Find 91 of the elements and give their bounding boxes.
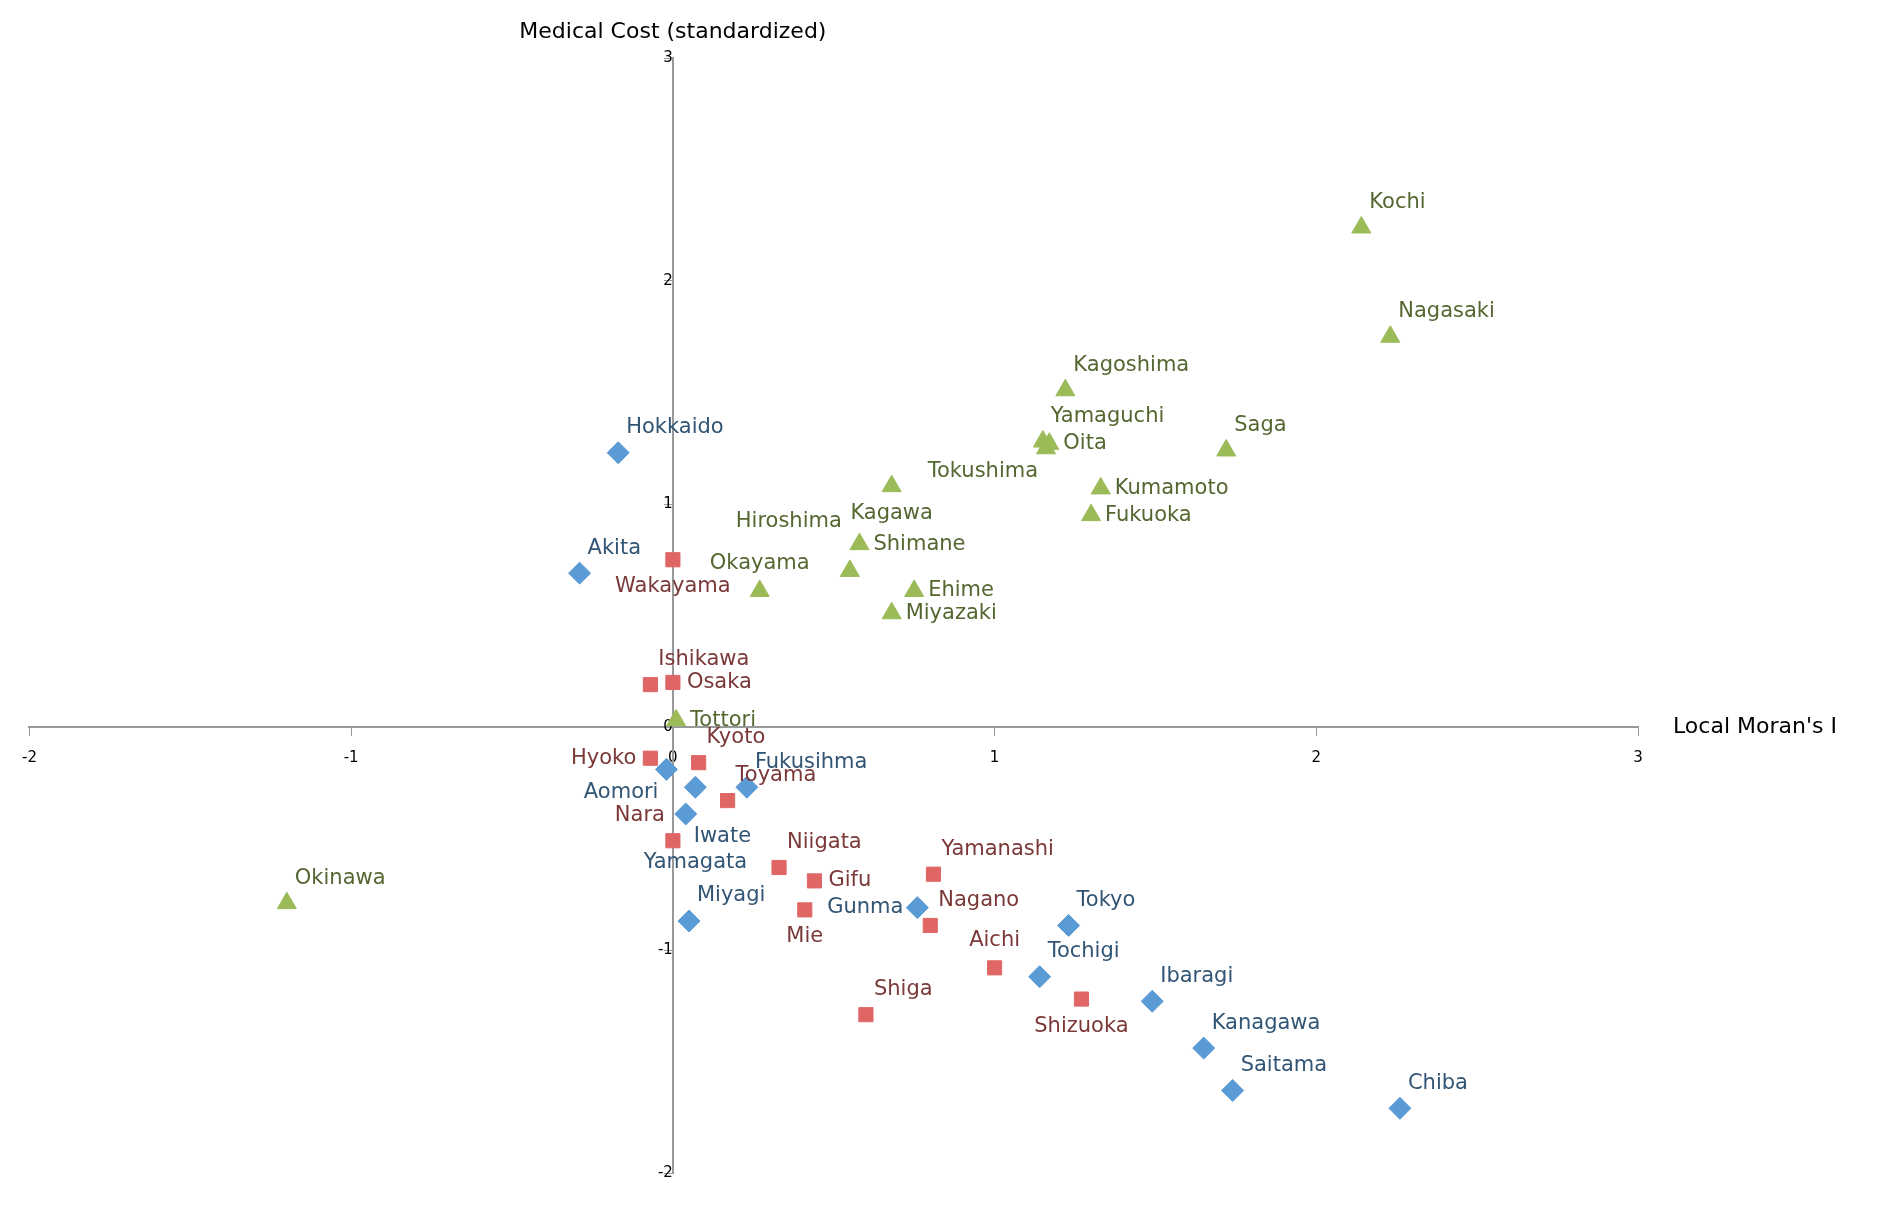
y-tick-label: -2: [657, 1162, 673, 1181]
annotation: Fukuoka: [1105, 501, 1192, 526]
y-tick-label: 3: [663, 47, 673, 66]
point: [674, 802, 698, 826]
point: [749, 579, 770, 597]
annotation: Hiroshima: [735, 508, 842, 533]
annotation: Aomori: [583, 778, 659, 803]
point: [1192, 1036, 1216, 1060]
point: [858, 1007, 874, 1023]
annotation: Saga: [1234, 411, 1287, 436]
point: [642, 677, 658, 693]
point: [881, 601, 902, 620]
point: [1057, 913, 1081, 937]
point: [839, 559, 860, 577]
annotation: Nagasaki: [1398, 298, 1495, 323]
point: [904, 579, 925, 597]
point: [665, 833, 681, 849]
annotation: Kumamoto: [1114, 474, 1229, 499]
annotation: Aichi: [969, 927, 1021, 952]
annotation: Ishikawa: [658, 646, 750, 671]
annotation: Saitama: [1240, 1051, 1328, 1076]
point: [642, 750, 658, 766]
annotation: Akita: [587, 534, 642, 559]
point: [568, 561, 592, 585]
annotation: Oita: [1063, 430, 1107, 455]
point: [905, 896, 929, 920]
annotation: Niigata: [787, 828, 862, 853]
y-tick-label: 2: [663, 270, 673, 289]
point: [987, 960, 1003, 976]
x-tick-label: 1: [989, 747, 1000, 766]
point: [691, 755, 707, 771]
annotation: Miyazaki: [905, 599, 997, 624]
annotation: Chiba: [1407, 1069, 1468, 1094]
point: [1081, 503, 1102, 522]
annotation: Kanagawa: [1211, 1009, 1321, 1034]
point: [922, 917, 938, 934]
annotation: Gunma: [827, 894, 904, 919]
x-tick-label: -2: [21, 747, 37, 766]
x-tick-label: -1: [343, 747, 359, 766]
annotation: Wakayama: [615, 573, 731, 598]
annotation: Osaka: [686, 668, 752, 693]
point: [797, 902, 813, 918]
point: [1140, 989, 1164, 1013]
annotation: Tokyo: [1075, 886, 1136, 911]
annotation: Kochi: [1369, 188, 1426, 213]
annotation: Miyagi: [696, 882, 766, 907]
annotation: Tokushima: [926, 457, 1039, 482]
annotation: Tochigi: [1046, 938, 1120, 963]
annotation: Iwate: [693, 823, 752, 848]
point: [849, 532, 870, 551]
point: [1388, 1096, 1412, 1120]
y-tick-label: -1: [657, 939, 673, 958]
point: [1028, 965, 1052, 989]
y-tick-label: 1: [663, 493, 673, 512]
point: [1221, 1078, 1245, 1102]
point: [677, 909, 701, 933]
point: [1351, 215, 1372, 234]
point: [881, 474, 902, 493]
annotation: Nagano: [938, 886, 1020, 911]
point: [683, 775, 707, 799]
annotation: Shiga: [873, 976, 933, 1001]
annotation: Kagoshima: [1073, 351, 1190, 376]
annotation: Kagawa: [850, 499, 933, 524]
annotation: Shizuoka: [1034, 1012, 1129, 1037]
point: [806, 873, 823, 889]
point: [720, 793, 736, 809]
point: [665, 674, 681, 690]
x-axis-title: Local Moran's I: [1673, 712, 1837, 738]
point: [771, 859, 787, 876]
annotation: Nara: [614, 802, 665, 827]
annotation: Yamanashi: [940, 835, 1054, 860]
annotation: Ehime: [928, 577, 994, 602]
annotation: Shimane: [873, 530, 966, 555]
point: [1090, 476, 1111, 495]
annotation: Gifu: [828, 867, 872, 892]
annotation: Okayama: [709, 550, 810, 575]
annotation: Yamagata: [642, 848, 748, 873]
annotation: Hyoko: [571, 744, 637, 769]
point: [1380, 325, 1401, 343]
point: [925, 866, 942, 882]
point: [1073, 991, 1090, 1007]
annotation: Mie: [786, 923, 824, 948]
point: [1055, 378, 1076, 397]
annotation: Ibaragi: [1160, 962, 1234, 987]
annotation: Okinawa: [294, 864, 386, 889]
point: [1216, 438, 1237, 457]
x-tick-label: 3: [1633, 747, 1643, 766]
x-tick-label: 2: [1311, 747, 1322, 766]
annotation: Yamaguchi: [1049, 403, 1165, 428]
annotation: Hokkaido: [626, 414, 724, 439]
y-axis-title: Medical Cost (standardized): [519, 17, 827, 43]
